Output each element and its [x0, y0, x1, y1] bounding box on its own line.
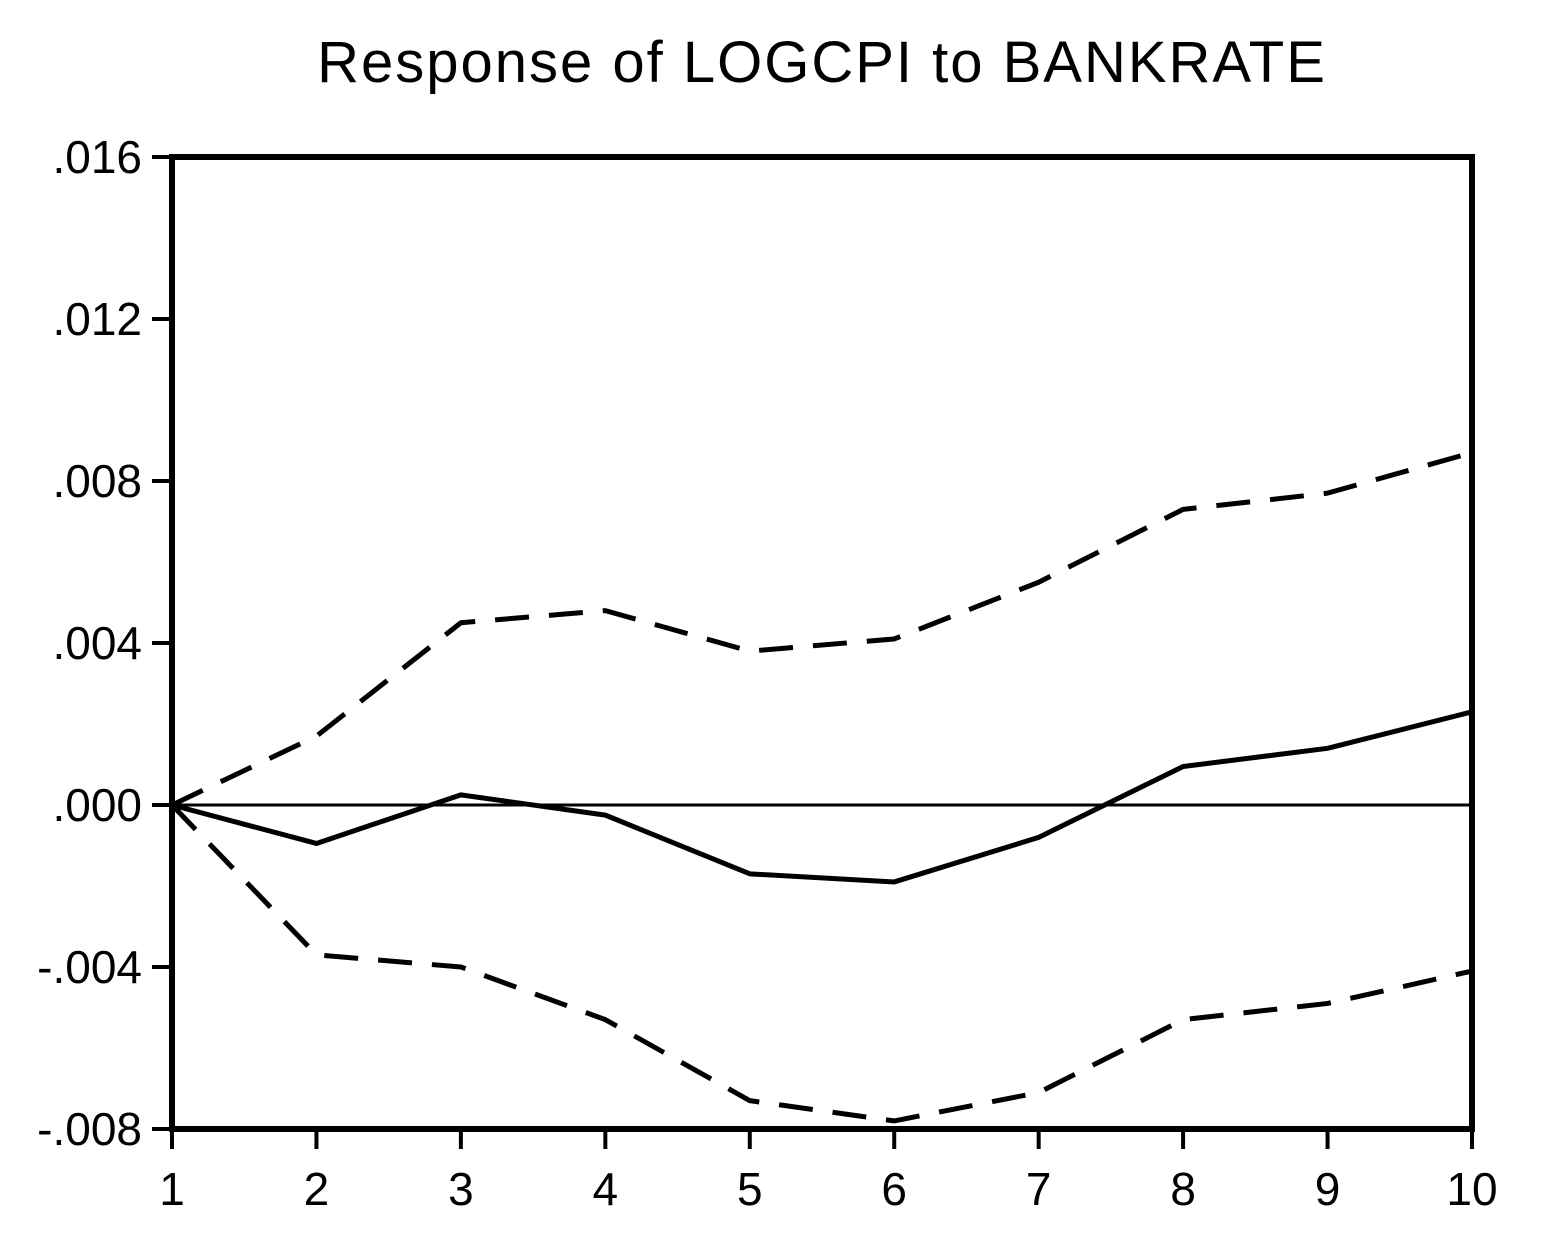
x-tick-label: 1 — [159, 1163, 185, 1215]
x-tick-label: 4 — [593, 1163, 619, 1215]
y-tick-label: .008 — [52, 455, 142, 507]
y-tick-label: .004 — [52, 617, 142, 669]
y-tick-label: .000 — [52, 779, 142, 831]
x-axis: 1 2 3 4 5 6 7 8 9 10 — [159, 1129, 1498, 1215]
series-group — [170, 450, 1473, 1124]
x-tick-label: 10 — [1446, 1163, 1497, 1215]
x-tick-label: 7 — [1026, 1163, 1052, 1215]
x-tick-label: 3 — [448, 1163, 474, 1215]
x-tick-label: 2 — [304, 1163, 330, 1215]
chart-title: Response of LOGCPI to BANKRATE — [317, 30, 1327, 95]
lower-band-line — [170, 803, 1473, 1124]
x-tick-label: 9 — [1315, 1163, 1341, 1215]
plot-frame — [169, 154, 1475, 1132]
response-line — [171, 709, 1473, 885]
x-tick-label: 6 — [881, 1163, 907, 1215]
y-axis: -.008 -.004 .000 .004 .008 .012 .016 — [37, 131, 172, 1155]
upper-band-line — [170, 450, 1473, 808]
y-tick-label: -.008 — [37, 1103, 142, 1155]
x-tick-label: 5 — [737, 1163, 763, 1215]
y-tick-label: .016 — [52, 131, 142, 183]
y-tick-label: -.004 — [37, 941, 142, 993]
y-tick-label: .012 — [52, 293, 142, 345]
x-tick-label: 8 — [1170, 1163, 1196, 1215]
